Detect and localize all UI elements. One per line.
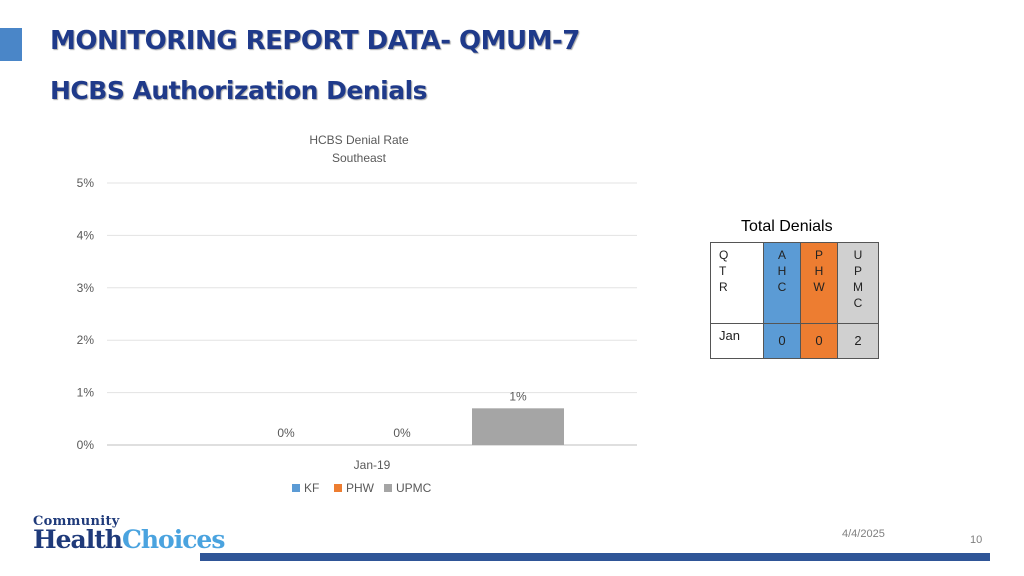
header-upmc: U P M C xyxy=(837,242,879,324)
legend-swatch-kf xyxy=(292,484,300,492)
table-title: Total Denials xyxy=(741,218,833,235)
page-subtitle: HCBS Authorization Denials xyxy=(50,76,428,105)
legend-swatch-upmc xyxy=(384,484,392,492)
legend-swatch-phw xyxy=(334,484,342,492)
legend-label-phw: PHW xyxy=(346,481,375,495)
cell-qtr: Jan xyxy=(710,323,764,359)
total-denials-table: Q T R A H C P H W U P M C Jan 0 0 2 xyxy=(710,242,879,359)
cell-phw: 0 xyxy=(800,323,838,359)
page-title: MONITORING REPORT DATA- QMUM-7 xyxy=(50,26,580,56)
data-label-upmc: 1% xyxy=(509,389,527,403)
cell-upmc: 2 xyxy=(837,323,879,359)
accent-square xyxy=(0,28,22,61)
chart-subtitle: Southeast xyxy=(332,151,387,165)
logo-choices: Choices xyxy=(121,525,225,554)
y-tick-label: 0% xyxy=(77,438,95,452)
header-qtr: Q T R xyxy=(710,242,764,324)
logo-line2: HealthChoices xyxy=(33,525,225,554)
x-tick-label: Jan-19 xyxy=(354,458,391,472)
logo-line1: Community xyxy=(33,514,120,529)
legend-label-kf: KF xyxy=(304,481,319,495)
data-label-kf: 0% xyxy=(277,426,295,440)
y-tick-label: 4% xyxy=(77,228,95,242)
y-tick-label: 5% xyxy=(77,176,95,190)
chart-title: HCBS Denial Rate xyxy=(309,133,409,147)
slide-date: 4/4/2025 xyxy=(842,528,885,540)
y-tick-label: 2% xyxy=(77,333,95,347)
denial-rate-chart: HCBS Denial Rate Southeast 0%1%2%3%4%5% … xyxy=(77,133,637,495)
table-header-row: Q T R A H C P H W U P M C xyxy=(710,242,879,324)
page-number: 10 xyxy=(970,534,983,546)
y-tick-label: 3% xyxy=(77,281,95,295)
cell-ahc: 0 xyxy=(763,323,801,359)
y-tick-label: 1% xyxy=(77,386,95,400)
bar-upmc xyxy=(472,408,564,445)
table-row: Jan 0 0 2 xyxy=(710,323,879,359)
footer-bar xyxy=(200,553,990,561)
legend-label-upmc: UPMC xyxy=(396,481,432,495)
header-phw: P H W xyxy=(800,242,838,324)
header-ahc: A H C xyxy=(763,242,801,324)
logo-health: Health xyxy=(33,525,123,554)
data-label-phw: 0% xyxy=(393,426,411,440)
community-health-choices-logo: Community HealthChoices xyxy=(33,514,225,554)
